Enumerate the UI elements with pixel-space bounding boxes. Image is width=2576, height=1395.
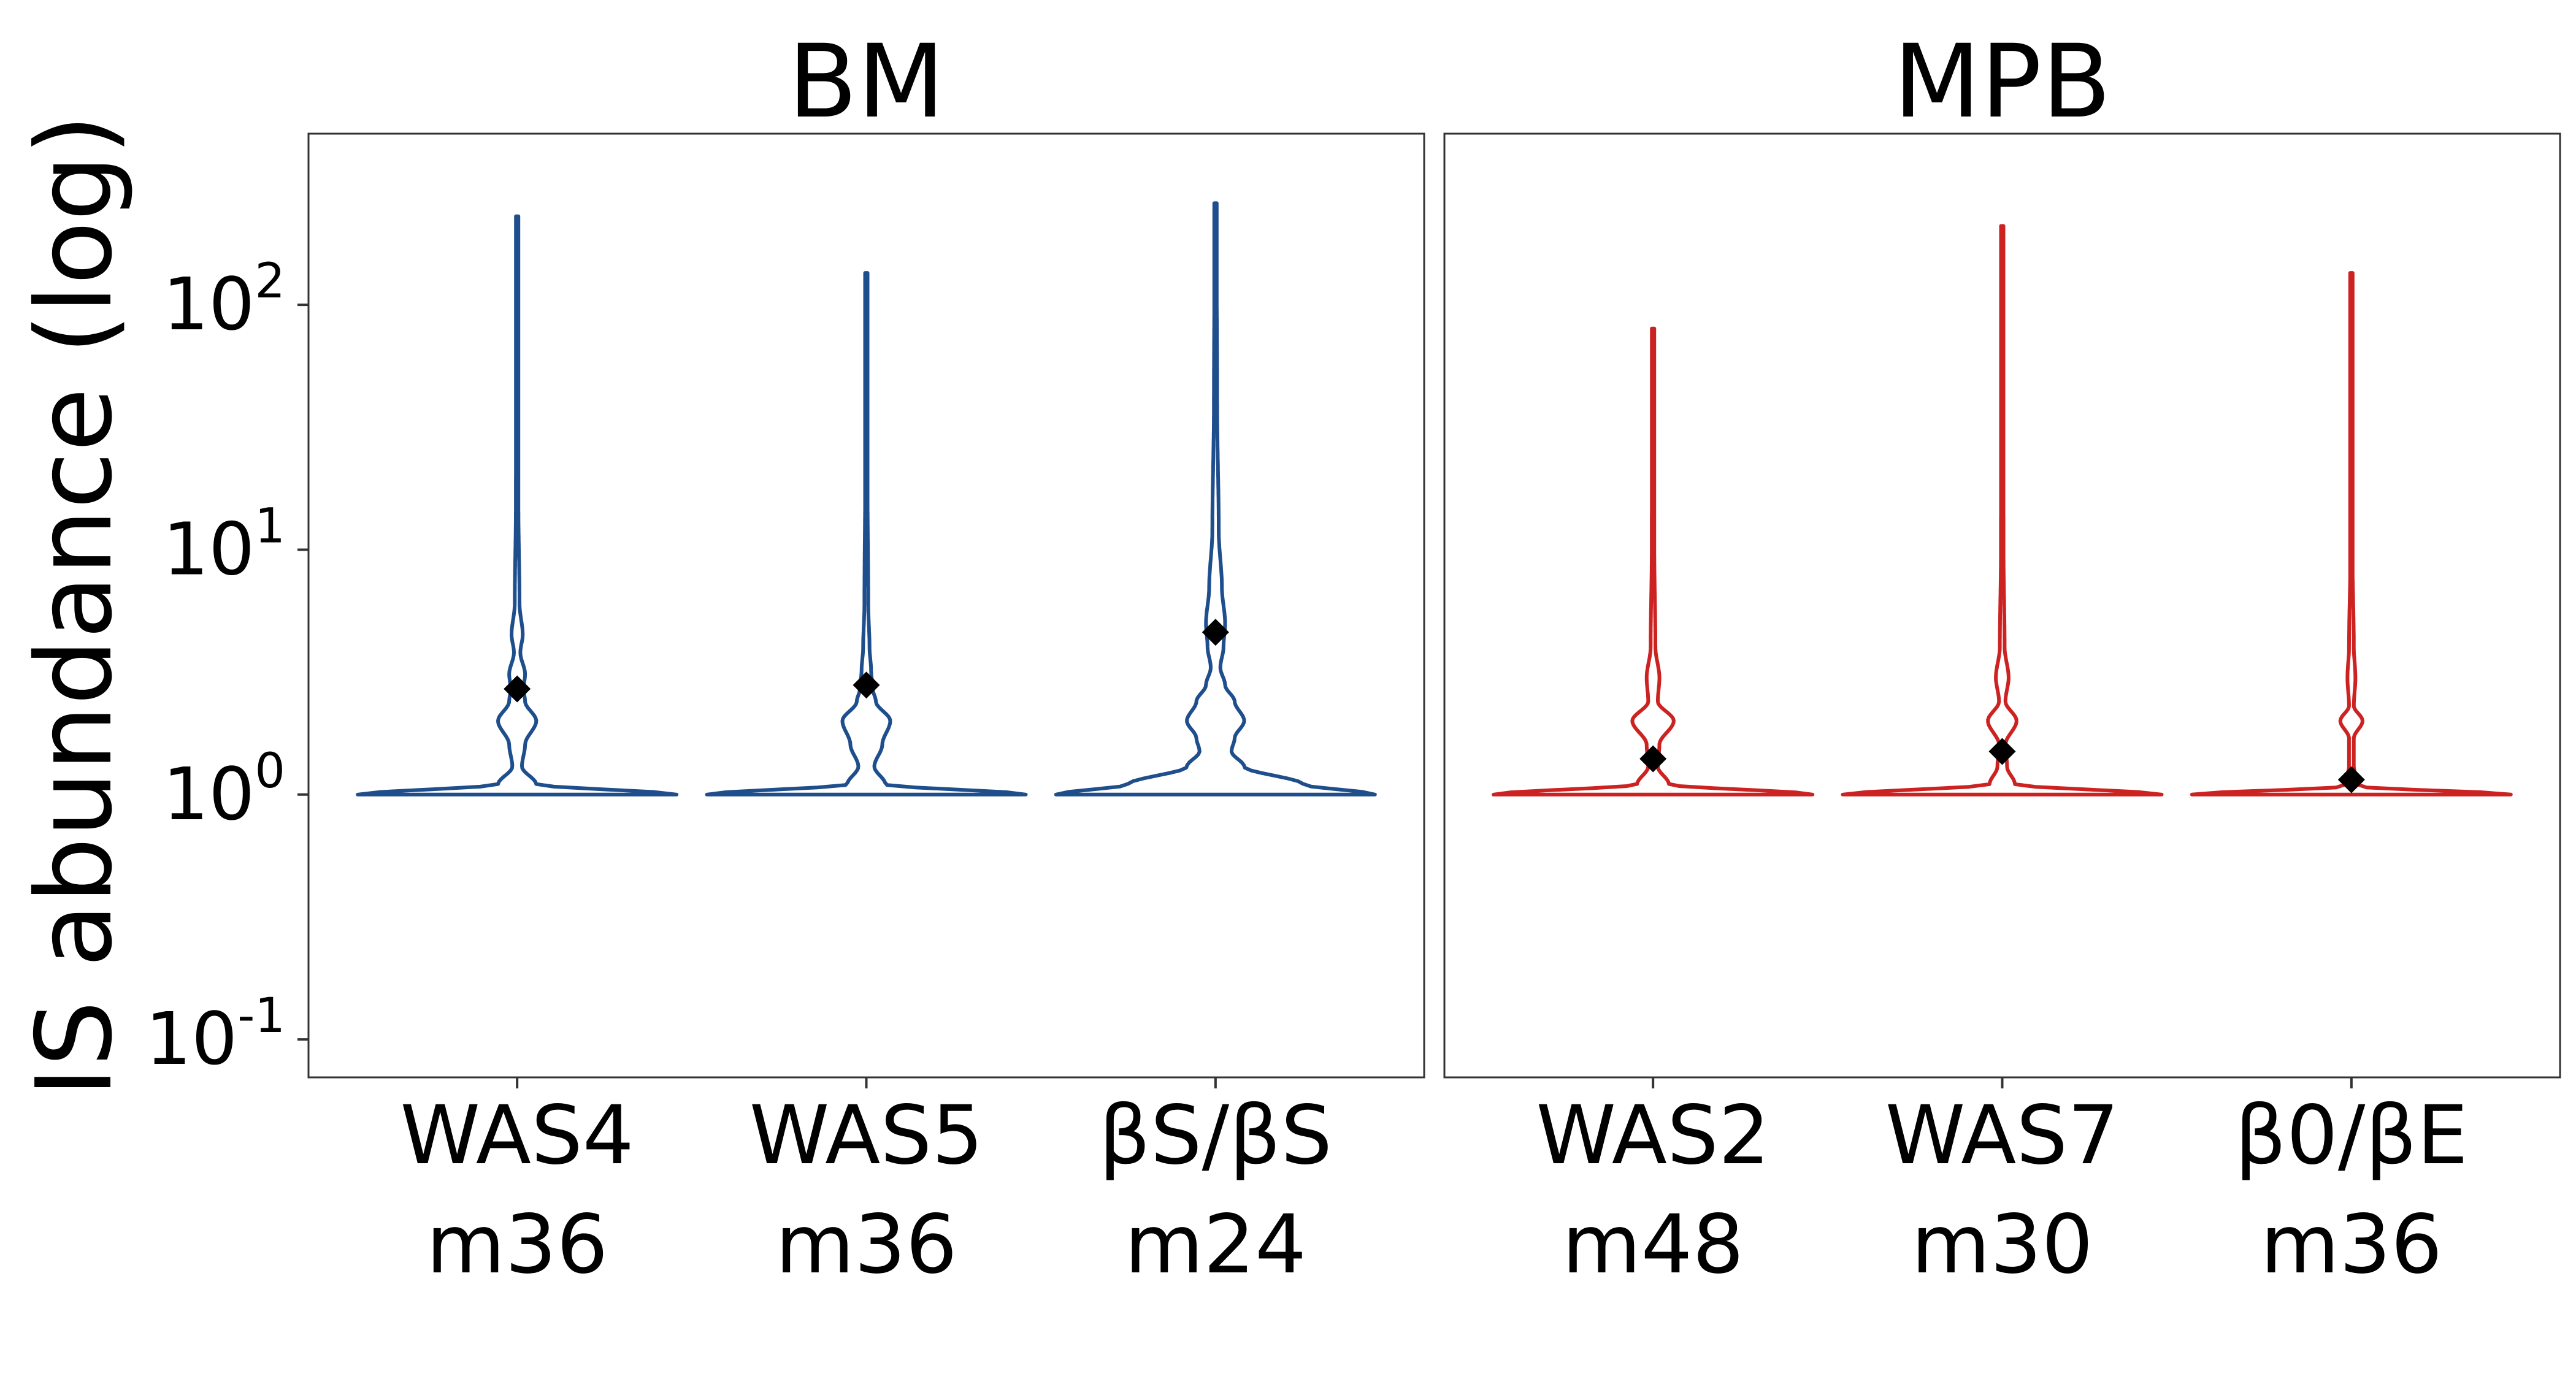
x-tick-label-month: m24 bbox=[1125, 1198, 1307, 1292]
violin-body bbox=[1054, 201, 1377, 797]
panel-bm: BM 10-1 100 101 102 WAS4 m36 WAS5 m36 βS/βS m24 bbox=[145, 23, 1425, 1292]
mean-marker bbox=[1988, 738, 2016, 765]
x-tick-label-sample: WAS7 bbox=[1885, 1088, 2119, 1183]
y-axis-title: IS abundance (log) bbox=[14, 114, 136, 1097]
mean-marker bbox=[1202, 619, 1229, 646]
violin-body bbox=[1841, 224, 2164, 797]
x-tick-label-month: m30 bbox=[1911, 1198, 2093, 1292]
mean-marker bbox=[853, 671, 880, 699]
x-tick-label-sample: WAS2 bbox=[1536, 1088, 1769, 1183]
mean-marker bbox=[504, 675, 531, 703]
x-tick-label-sample: β0/βE bbox=[2235, 1088, 2468, 1183]
panel-title: MPB bbox=[1893, 23, 2111, 140]
violin-group: WAS5 m36 bbox=[705, 271, 1028, 1292]
violin-body bbox=[2190, 271, 2513, 797]
x-tick-label-month: m48 bbox=[1562, 1198, 1744, 1292]
mean-marker bbox=[1639, 745, 1667, 773]
violin-group: β0/βE m36 bbox=[2190, 271, 2513, 1292]
violin-group: βS/βS m24 bbox=[1054, 201, 1377, 1292]
violin-group: WAS4 m36 bbox=[356, 214, 679, 1292]
violin-body bbox=[705, 271, 1028, 797]
x-tick-label-month: m36 bbox=[426, 1198, 608, 1292]
mean-marker bbox=[2337, 766, 2365, 793]
violin-body bbox=[356, 214, 679, 797]
violin-group: WAS7 m30 bbox=[1841, 224, 2164, 1292]
panel-title: BM bbox=[788, 23, 945, 140]
y-tick-label: 10-1 bbox=[145, 988, 285, 1081]
x-tick-label-sample: WAS5 bbox=[749, 1088, 983, 1183]
x-tick-label-month: m36 bbox=[2261, 1198, 2443, 1292]
panel-mpb: MPB WAS2 m48 WAS7 m30 β0/βE m36 bbox=[1443, 23, 2561, 1292]
y-tick-label: 101 bbox=[163, 499, 285, 591]
x-tick-label-sample: βS/βS bbox=[1099, 1088, 1333, 1183]
y-tick-label: 100 bbox=[163, 744, 285, 836]
x-tick-label-sample: WAS4 bbox=[400, 1088, 634, 1183]
violin-body bbox=[1492, 326, 1815, 797]
y-tick-label: 102 bbox=[163, 254, 285, 346]
x-tick-label-month: m36 bbox=[775, 1198, 957, 1292]
violin-group: WAS2 m48 bbox=[1492, 326, 1815, 1292]
